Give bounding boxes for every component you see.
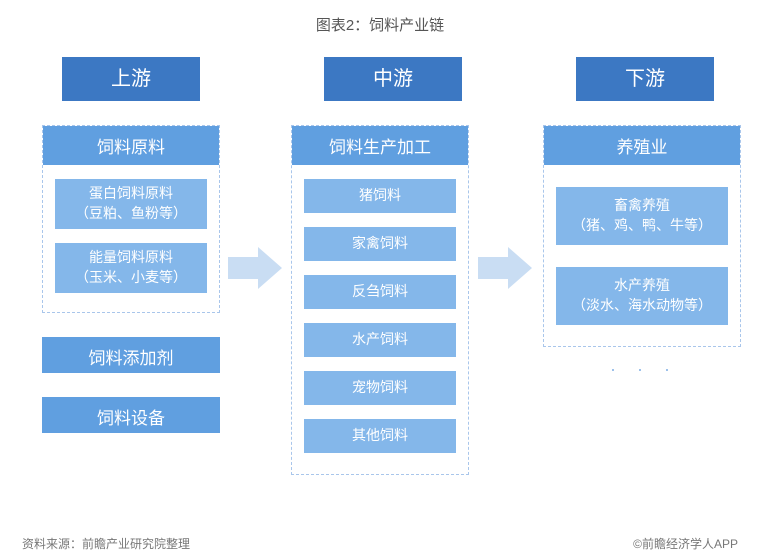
list-item: 宠物饲料 — [304, 371, 456, 405]
upstream-box: 饲料原料 蛋白饲料原料 （豆粕、鱼粉等） 能量饲料原料 （玉米、小麦等） — [42, 125, 220, 313]
midstream-box: 饲料生产加工 猪饲料家禽饲料反刍饲料水产饲料宠物饲料其他饲料 — [291, 125, 469, 475]
list-item: 其他饲料 — [304, 419, 456, 453]
diagram-canvas: 上游 中游 下游 饲料原料 蛋白饲料原料 （豆粕、鱼粉等） 能量饲料原料 （玉米、… — [0, 57, 760, 517]
downstream-ellipsis: · · · — [610, 359, 678, 380]
arrow-upstream-to-midstream — [228, 247, 282, 289]
midstream-section-header: 饲料生产加工 — [292, 126, 468, 165]
upstream-section-header: 饲料原料 — [43, 126, 219, 165]
chart-title: 图表2：饲料产业链 — [0, 0, 760, 57]
list-item: 水产饲料 — [304, 323, 456, 357]
midstream-header: 中游 — [324, 57, 462, 101]
downstream-header: 下游 — [576, 57, 714, 101]
list-item: 猪饲料 — [304, 179, 456, 213]
list-item: 水产养殖 （淡水、海水动物等） — [556, 267, 728, 325]
list-item: 畜禽养殖 （猪、鸡、鸭、牛等） — [556, 187, 728, 245]
list-item: 家禽饲料 — [304, 227, 456, 261]
upstream-extra-2: 饲料设备 — [42, 397, 220, 433]
downstream-section-header: 养殖业 — [544, 126, 740, 165]
footer-brand: ©前瞻经济学人APP — [633, 535, 738, 552]
downstream-box: 养殖业 畜禽养殖 （猪、鸡、鸭、牛等） 水产养殖 （淡水、海水动物等） — [543, 125, 741, 347]
footer-source: 资料来源：前瞻产业研究院整理 — [22, 535, 190, 552]
upstream-header: 上游 — [62, 57, 200, 101]
list-item: 能量饲料原料 （玉米、小麦等） — [55, 243, 207, 293]
arrow-midstream-to-downstream — [478, 247, 532, 289]
upstream-extra-1: 饲料添加剂 — [42, 337, 220, 373]
list-item: 反刍饲料 — [304, 275, 456, 309]
list-item: 蛋白饲料原料 （豆粕、鱼粉等） — [55, 179, 207, 229]
